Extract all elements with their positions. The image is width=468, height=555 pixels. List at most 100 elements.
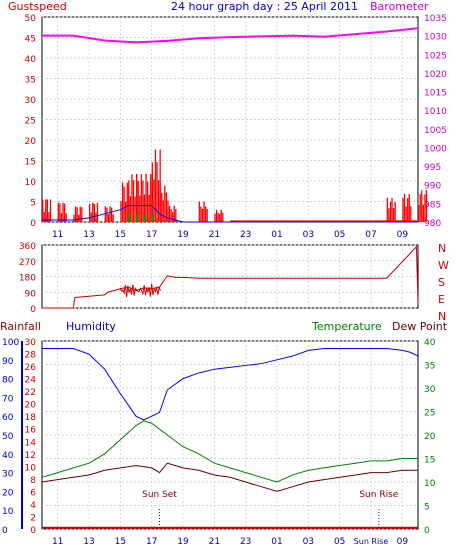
gust-bar (219, 213, 221, 222)
dewpoint-line (41, 462, 418, 492)
y-tick-humidity: 80 (2, 376, 14, 386)
gust-bar (60, 213, 63, 222)
x-tick: 01 (271, 537, 282, 547)
gust-bar (140, 174, 142, 222)
y-tick-temp: 5 (424, 503, 430, 513)
y-tick-humidity: 0 (2, 526, 8, 536)
compass-label: N (438, 242, 446, 255)
gust-bar (161, 192, 163, 222)
y-tick-baro: 985 (424, 200, 441, 210)
gust-bar (172, 212, 174, 222)
wind-direction-line (42, 245, 419, 309)
y-tick-rainfall: 8 (30, 476, 36, 486)
gust-bar (63, 203, 66, 222)
gust-bar (206, 209, 208, 222)
y-tick-rainfall: 26 (25, 363, 37, 373)
y-tick-gust: 10 (25, 178, 37, 188)
gust-bar (46, 199, 48, 222)
gust-bar (159, 185, 161, 222)
gust-bar (167, 211, 169, 222)
gust-bar-green (136, 213, 138, 222)
gust-bar (198, 201, 200, 222)
gust-bar (73, 214, 75, 222)
y-tick-gust: 15 (25, 158, 36, 168)
x-tick: 05 (334, 230, 345, 240)
gust-bar (162, 200, 164, 222)
y-tick-baro: 1005 (424, 126, 447, 136)
gust-bar-green (128, 213, 131, 222)
gust-bar (110, 207, 113, 222)
gust-bar (164, 185, 166, 222)
x-tick: 17 (146, 537, 157, 547)
gust-bar (129, 196, 132, 222)
y-tick-gust: 20 (25, 137, 37, 147)
gust-bar (59, 203, 61, 222)
gust-bar (131, 174, 133, 222)
x-tick: 11 (52, 230, 63, 240)
y-tick-gust: 5 (30, 199, 36, 209)
humidity-line (42, 348, 419, 421)
gust-bar (145, 173, 147, 222)
x-tick: 13 (83, 230, 94, 240)
gust-bar (74, 206, 77, 222)
y-tick-baro: 1025 (424, 51, 447, 61)
y-tick-temp: 20 (424, 432, 436, 442)
compass-label: W (438, 259, 449, 272)
gust-bar (134, 196, 136, 222)
gust-bar (201, 208, 204, 222)
gust-bar (419, 194, 421, 222)
y-tick-rainfall: 16 (25, 426, 37, 436)
y-tick-humidity: 20 (2, 488, 14, 498)
x-tick: 01 (271, 230, 282, 240)
gust-bar (121, 182, 124, 222)
gust-bar (93, 203, 95, 222)
y-tick-gust: 40 (25, 55, 37, 65)
y-tick-direction: 90 (25, 289, 37, 299)
gust-bar (402, 197, 404, 222)
gust-bar (142, 180, 144, 222)
gust-bar (43, 211, 45, 222)
gust-bar (65, 213, 67, 222)
x-tick: 17 (146, 230, 157, 240)
gust-bar (57, 202, 59, 222)
gust-bar (386, 197, 388, 222)
gust-bar-green (151, 213, 154, 222)
gust-bar (157, 180, 160, 222)
gust-bar (92, 202, 94, 222)
gust-bar (424, 194, 426, 222)
y-tick-humidity: 30 (2, 470, 14, 480)
y-tick-gust: 35 (25, 76, 36, 86)
gust-bar (217, 212, 219, 222)
gust-bar (143, 194, 146, 222)
y-tick-rainfall: 0 (30, 526, 36, 536)
y-tick-baro: 1020 (424, 70, 447, 80)
y-tick-gust: 25 (25, 117, 36, 127)
y-tick-temp: 25 (424, 409, 435, 419)
y-tick-rainfall: 22 (25, 388, 36, 398)
gust-bar (76, 207, 78, 222)
gust-bar (148, 194, 150, 222)
gust-bar (151, 162, 153, 222)
gust-bar (112, 214, 114, 222)
gust-bar (168, 205, 171, 222)
gust-bar (204, 206, 207, 222)
gust-bar (391, 197, 393, 222)
x-tick: 05 (334, 537, 345, 547)
gust-bar (170, 209, 172, 222)
gust-bar (62, 202, 64, 222)
gust-bar (81, 207, 83, 222)
gustspeed-label: Gustspeed (8, 0, 67, 13)
gust-bar (200, 206, 202, 222)
gust-bar (388, 208, 390, 222)
gust-bar (45, 199, 47, 222)
y-tick-rainfall: 12 (25, 451, 36, 461)
y-tick-baro: 1010 (424, 107, 447, 117)
gust-bar (408, 193, 410, 222)
y-tick-rainfall: 2 (30, 513, 36, 523)
gust-bar (49, 199, 52, 222)
y-tick-direction: 360 (19, 242, 36, 252)
gust-bar (421, 190, 423, 222)
gust-bar (410, 206, 412, 222)
gust-bar (146, 181, 149, 222)
y-tick-humidity: 100 (2, 338, 19, 348)
